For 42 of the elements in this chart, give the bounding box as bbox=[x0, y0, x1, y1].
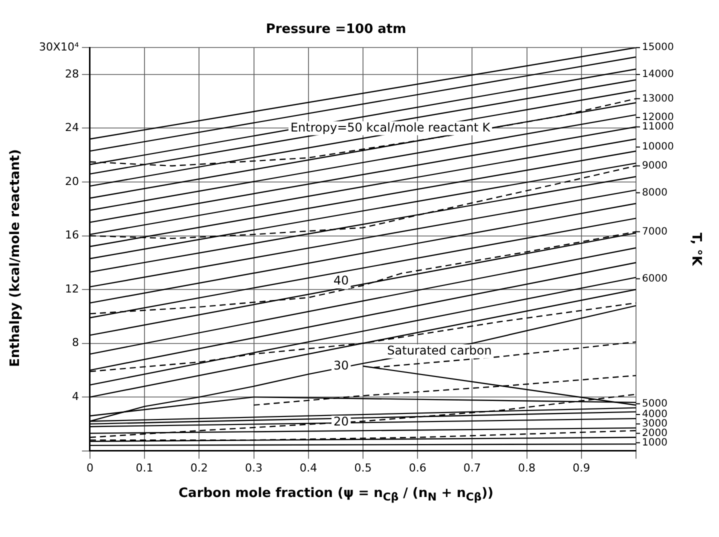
y-tick-label: 30X10⁴ bbox=[38, 40, 80, 54]
annotation: 20 bbox=[333, 414, 349, 429]
annotation: 10000 bbox=[642, 142, 674, 153]
y-tick-label: 8 bbox=[72, 336, 79, 350]
x-tick-label: 0.4 bbox=[300, 461, 318, 474]
annotation: 7000 bbox=[642, 226, 668, 238]
y-tick-label: 12 bbox=[64, 282, 79, 296]
y-tick-label: 4 bbox=[72, 390, 79, 403]
annotation: 3000 bbox=[642, 418, 668, 430]
annotation: 30 bbox=[333, 358, 349, 372]
annotation: 5000 bbox=[642, 398, 668, 410]
x-tick-label: 0.7 bbox=[463, 461, 481, 474]
annotation: 1000 bbox=[642, 437, 668, 448]
annotation: Entropy=50 kcal/mole reactant K bbox=[290, 120, 492, 134]
annotation: 6000 bbox=[642, 273, 668, 284]
x-tick-label: 0.3 bbox=[245, 461, 263, 474]
text: T, °K bbox=[688, 232, 704, 267]
annotation: 13000 bbox=[642, 93, 674, 104]
x-tick-label: 0.2 bbox=[190, 461, 208, 474]
x-axis-title: Carbon mole fraction (ψ = n$_{Cβ}$ / (n$_{N}$ + n$_{Cβ}$)) bbox=[178, 486, 494, 504]
annotation: 15000 bbox=[642, 42, 674, 54]
annotation: 9000 bbox=[642, 160, 668, 172]
annotation: 4000 bbox=[642, 409, 668, 420]
x-tick-label: 0 bbox=[86, 461, 94, 474]
annotation: Saturated carbon bbox=[387, 343, 492, 358]
y-axis-title: Enthalpy (kcal/mole reactant) bbox=[8, 148, 24, 369]
y-tick-label: 20 bbox=[64, 174, 79, 188]
annotation: 12000 bbox=[642, 112, 674, 124]
x-tick-label: 0.8 bbox=[518, 461, 536, 474]
x-tick-label: 0.1 bbox=[136, 461, 154, 474]
annotation: 8000 bbox=[642, 187, 668, 198]
x-tick-label: 0.5 bbox=[354, 461, 372, 474]
y-tick-label: 28 bbox=[64, 67, 79, 80]
x-tick-label: 0.6 bbox=[408, 461, 426, 474]
y-tick-label: 24 bbox=[64, 121, 79, 134]
annotation: 2000 bbox=[642, 428, 668, 439]
chart-title: Pressure =100 atm bbox=[266, 22, 406, 38]
annotation: 40 bbox=[333, 274, 349, 288]
annotation: 11000 bbox=[642, 121, 674, 132]
annotation: 14000 bbox=[642, 69, 674, 80]
x-tick-label: 0.9 bbox=[572, 461, 590, 474]
y-tick-label: 16 bbox=[64, 228, 79, 242]
